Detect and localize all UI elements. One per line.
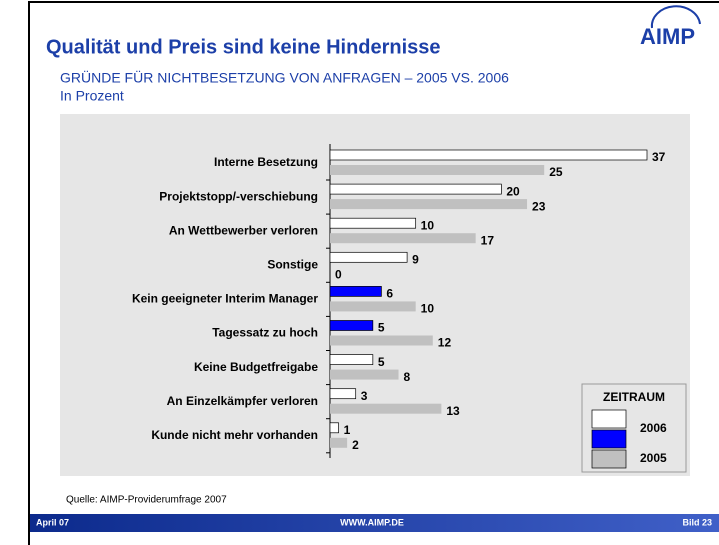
value-label: 23 bbox=[532, 199, 546, 213]
value-label: 20 bbox=[506, 184, 520, 198]
category-label: Kein geeigneter Interim Manager bbox=[132, 292, 318, 306]
value-label: 5 bbox=[378, 355, 385, 369]
title: Qualität und Preis sind keine Hinderniss… bbox=[46, 36, 441, 58]
footer-url: WWW.AIMP.DE bbox=[340, 517, 404, 527]
legend-swatch bbox=[591, 449, 627, 469]
value-label: 10 bbox=[421, 302, 435, 316]
bar bbox=[330, 335, 433, 346]
bar bbox=[329, 388, 357, 400]
category-label: Tagessatz zu hoch bbox=[212, 326, 318, 340]
value-label: 37 bbox=[652, 150, 666, 164]
value-label: 12 bbox=[438, 336, 452, 350]
logo-arc bbox=[650, 5, 701, 29]
legend-label: 2005 bbox=[640, 451, 667, 465]
value-label: 25 bbox=[549, 165, 563, 179]
bar bbox=[329, 354, 374, 365]
category-label: Keine Budgetfreigabe bbox=[194, 360, 318, 374]
legend-swatch bbox=[591, 429, 627, 449]
category-label: Projektstopp/-verschiebung bbox=[159, 189, 318, 203]
value-label: 1 bbox=[344, 423, 351, 437]
unit: In Prozent bbox=[60, 88, 124, 104]
footer-page: Bild 23 bbox=[682, 517, 712, 527]
value-label: 0 bbox=[335, 267, 342, 281]
category-label: Kunde nicht mehr vorhanden bbox=[151, 428, 318, 442]
value-label: 10 bbox=[421, 218, 435, 232]
value-label: 9 bbox=[412, 252, 419, 266]
category-label: Interne Besetzung bbox=[214, 155, 318, 169]
value-label: 8 bbox=[404, 370, 411, 384]
subtitle: GRÜNDE FÜR NICHTBESETZUNG VON ANFRAGEN –… bbox=[60, 69, 509, 86]
bar bbox=[329, 320, 374, 331]
value-label: 5 bbox=[378, 321, 385, 335]
bar bbox=[330, 165, 545, 175]
legend-swatch bbox=[591, 409, 627, 429]
footer-date: April 07 bbox=[36, 517, 69, 527]
bar bbox=[330, 199, 528, 210]
bar bbox=[330, 369, 399, 380]
value-label: 6 bbox=[386, 287, 393, 301]
bar bbox=[330, 437, 348, 448]
bar bbox=[329, 286, 382, 297]
legend-title: ZEITRAUM bbox=[603, 390, 665, 404]
bar bbox=[329, 149, 648, 161]
source: Quelle: AIMP-Providerumfrage 2007 bbox=[66, 495, 227, 506]
value-label: 3 bbox=[361, 389, 368, 403]
category-label: An Einzelkämpfer verloren bbox=[167, 394, 318, 408]
logo: AIMP bbox=[640, 24, 695, 49]
bar bbox=[329, 217, 417, 229]
bar bbox=[330, 403, 442, 414]
category-label: Sonstige bbox=[267, 257, 318, 271]
bar bbox=[329, 422, 339, 434]
bar bbox=[329, 183, 502, 195]
category-label: An Wettbewerber verloren bbox=[169, 223, 318, 237]
value-label: 17 bbox=[481, 233, 495, 247]
bar bbox=[330, 301, 416, 312]
bar bbox=[329, 251, 408, 263]
bar bbox=[330, 233, 476, 244]
legend-label: 2006 bbox=[640, 421, 667, 435]
value-label: 2 bbox=[352, 438, 359, 452]
footer-bar bbox=[30, 514, 719, 532]
value-label: 13 bbox=[446, 404, 460, 418]
